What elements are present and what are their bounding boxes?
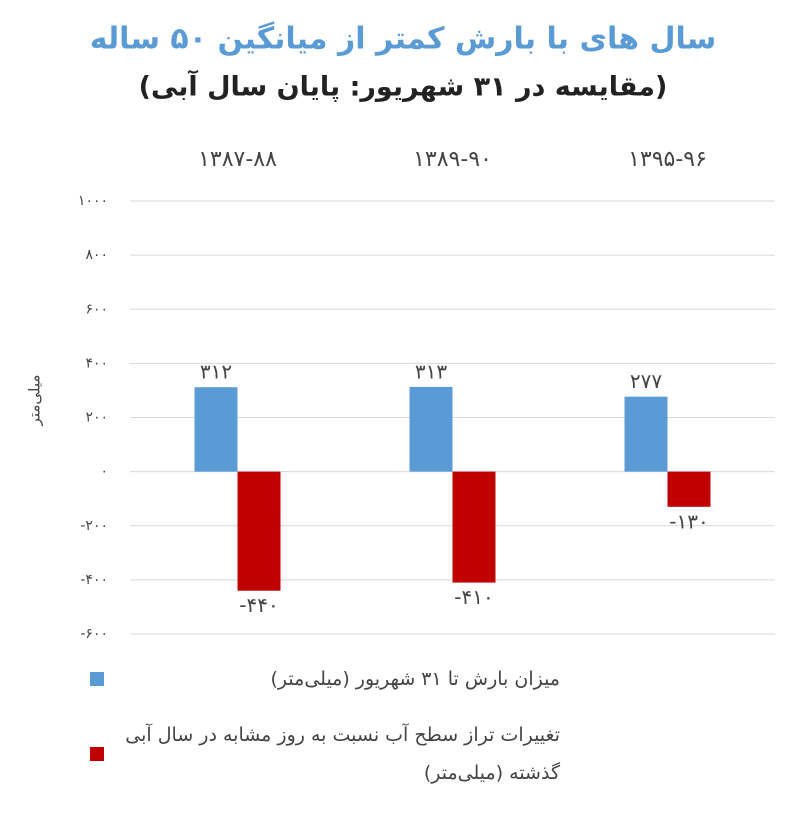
y-tick-label: ۱۰۰۰: [78, 193, 108, 209]
legend-swatch: [90, 747, 104, 761]
chart-title: سال های با بارش کمتر از میانگین ۵۰ ساله: [90, 21, 717, 57]
legend-item: تغییرات تراز سطح آب نسبت به روز مشابه در…: [90, 716, 560, 792]
y-tick-label: ۶۰۰: [85, 301, 108, 317]
value-label: -۴۱۰: [454, 585, 493, 609]
category-label: ۱۳۹۵-۹۶: [628, 147, 707, 172]
bar: [237, 471, 281, 591]
bar: [194, 387, 238, 472]
y-tick-label: ۸۰۰: [85, 247, 108, 263]
y-tick-label: ۴۰۰: [85, 355, 108, 371]
chart: سال های با بارش کمتر از میانگین ۵۰ ساله …: [26, 21, 775, 642]
bar: [452, 471, 496, 583]
legend-label: تغییرات تراز سطح آب نسبت به روز مشابه در…: [125, 724, 560, 784]
chart-subtitle: (مقایسه در ۳۱ شهریور: پایان سال آبی): [139, 70, 668, 103]
y-tick-label: ۰: [100, 464, 108, 480]
legend-label: میزان بارش تا ۳۱ شهریور (میلی‌متر): [270, 668, 560, 690]
y-tick-label: ۲۰۰: [85, 410, 108, 426]
category-label: ۱۳۸۷-۸۸: [198, 147, 277, 172]
value-label: -۴۴۰: [239, 593, 278, 617]
legend-item: میزان بارش تا ۳۱ شهریور (میلی‌متر): [90, 660, 560, 698]
bar: [624, 396, 668, 472]
value-label: ۳۱۲: [200, 360, 232, 384]
bar: [409, 386, 453, 472]
bar: [667, 471, 711, 507]
y-tick-label: -۲۰۰: [80, 518, 108, 534]
legend: میزان بارش تا ۳۱ شهریور (میلی‌متر) تغییرا…: [90, 660, 560, 810]
y-tick-label: -۴۰۰: [80, 572, 108, 588]
value-label: -۱۳۰: [669, 509, 708, 533]
y-tick-label: -۶۰۰: [80, 626, 108, 642]
category-label: ۱۳۸۹-۹۰: [413, 147, 492, 172]
value-label: ۳۱۳: [415, 359, 447, 383]
legend-swatch: [90, 672, 104, 686]
y-axis-label: میلی‌متر: [26, 375, 44, 427]
value-label: ۲۷۷: [630, 369, 662, 393]
